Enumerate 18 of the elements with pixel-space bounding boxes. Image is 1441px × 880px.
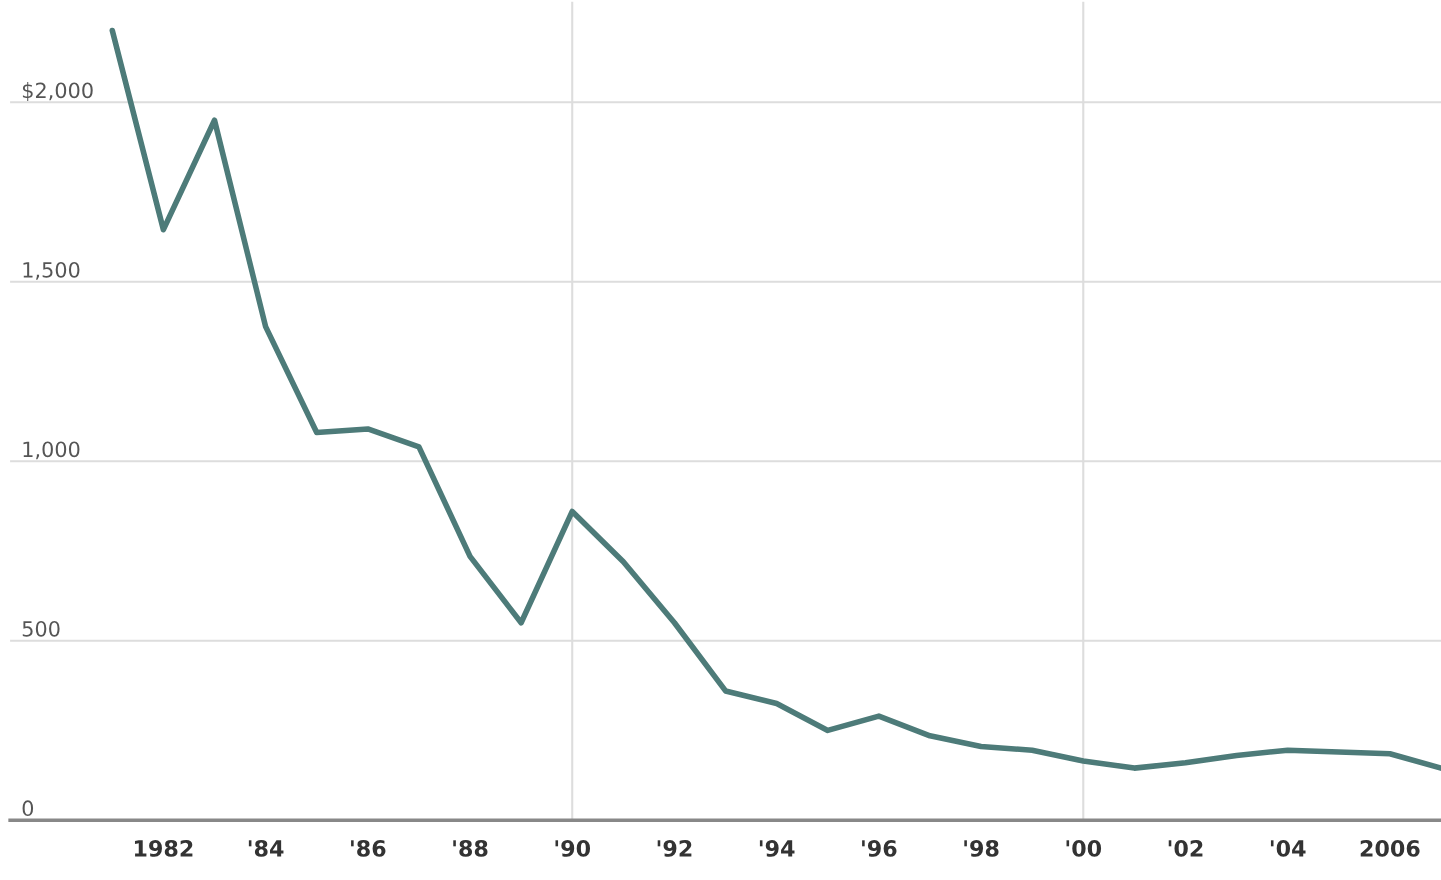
x-tick-label: '98 — [964, 840, 999, 857]
x-tick-label: '94 — [759, 840, 795, 857]
y-tick-label: 0 — [22, 800, 34, 817]
y-tick-label: $2,000 — [22, 82, 93, 101]
x-tick-label: '84 — [248, 840, 284, 857]
x-tick-label: '96 — [862, 840, 897, 857]
x-tick-label: '00 — [1066, 840, 1102, 857]
x-tick-label: '90 — [555, 840, 591, 857]
y-tick-label: 500 — [22, 620, 60, 637]
x-tick-label: '92 — [657, 840, 692, 857]
x-tick-label: 2006 — [1360, 840, 1420, 857]
y-tick-label: 1,500 — [23, 261, 80, 280]
x-tick-label: 1982 — [134, 840, 193, 857]
x-tick-label: '04 — [1270, 840, 1306, 857]
x-tick-label: '86 — [351, 840, 386, 857]
x-tick-label: '02 — [1168, 840, 1203, 857]
y-tick-label: 1,000 — [23, 441, 80, 460]
x-tick-label: '88 — [453, 840, 488, 857]
